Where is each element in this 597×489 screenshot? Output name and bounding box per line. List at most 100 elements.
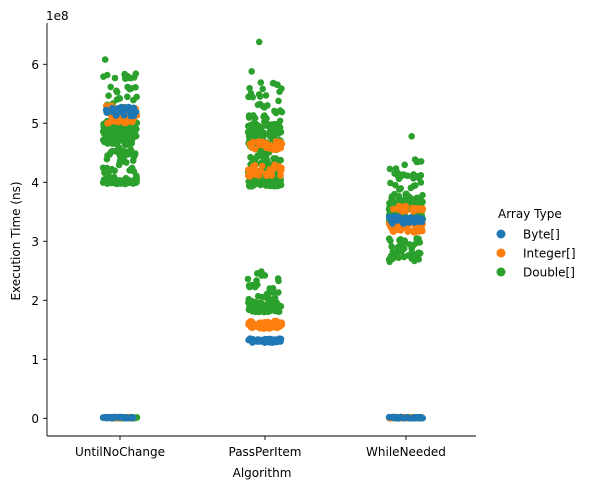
data-point [418, 414, 426, 422]
data-point [406, 217, 414, 224]
data-point [276, 144, 284, 152]
data-point [120, 112, 128, 119]
data-point [254, 101, 262, 109]
data-point [275, 180, 283, 187]
data-point [247, 153, 254, 161]
data-point [394, 251, 401, 258]
data-point [116, 95, 124, 102]
data-point [115, 177, 123, 184]
data-point [254, 139, 262, 147]
data-point [396, 186, 403, 193]
data-point [276, 139, 284, 147]
data-point [394, 217, 401, 224]
data-point [122, 174, 130, 182]
data-point [130, 96, 137, 104]
data-point [247, 90, 255, 97]
data-point [121, 414, 128, 421]
data-point [105, 136, 112, 144]
data-point [108, 165, 116, 173]
data-point [268, 172, 276, 179]
y-axis: 0 1 2 3 4 5 6 [31, 23, 48, 436]
data-point [257, 79, 265, 86]
data-point [245, 295, 253, 303]
data-point [270, 128, 278, 136]
y-tick-label: 4 [31, 176, 39, 190]
data-point [387, 179, 394, 187]
data-point [101, 56, 109, 63]
data-point [114, 110, 121, 118]
data-point [126, 117, 134, 125]
data-point [401, 171, 408, 179]
data-point [130, 74, 138, 81]
data-point [113, 87, 120, 95]
x-tick-label: UntilNoChange [75, 445, 165, 459]
data-point [271, 122, 278, 129]
data-point [99, 164, 107, 172]
data-point [249, 138, 257, 146]
data-point [266, 182, 274, 190]
x-axis-label: Algorithm [233, 466, 292, 480]
data-point [264, 291, 272, 299]
data-point [412, 182, 419, 189]
data-point [266, 286, 274, 294]
data-point [246, 283, 253, 291]
data-point [276, 107, 284, 114]
y-tick-label: 1 [31, 353, 39, 367]
data-point [266, 141, 274, 149]
legend: Array Type Byte[] Integer[] Double[] [496, 207, 576, 280]
data-point [250, 337, 258, 344]
data-point [391, 414, 399, 422]
data-point [263, 324, 270, 331]
data-point [128, 125, 136, 132]
data-point [277, 172, 284, 179]
data-point [250, 112, 257, 119]
data-point [245, 122, 252, 130]
data-point [132, 84, 139, 91]
data-point [264, 308, 272, 316]
data-point [275, 277, 282, 285]
data-point [262, 92, 270, 99]
data-point [248, 169, 256, 176]
series-byte [99, 103, 427, 422]
data-point [399, 208, 406, 215]
data-point [256, 308, 264, 315]
data-point [400, 253, 408, 261]
data-points [99, 38, 427, 422]
data-point [260, 113, 267, 120]
data-point [124, 93, 131, 101]
y-multiplier-label: 1e8 [46, 9, 69, 23]
data-point [257, 181, 264, 189]
data-point [415, 235, 422, 243]
data-point [268, 337, 276, 345]
data-point [405, 193, 413, 200]
data-point [412, 214, 420, 222]
data-point [392, 181, 399, 189]
y-tick-label: 2 [31, 294, 39, 308]
data-point [385, 213, 393, 221]
data-point [257, 150, 264, 158]
data-point [116, 105, 123, 112]
data-point [113, 127, 121, 134]
data-point [275, 97, 282, 105]
data-point [266, 166, 274, 173]
data-point [123, 159, 130, 166]
data-point [417, 179, 425, 186]
y-axis-label: Execution Time (ns) [9, 181, 23, 300]
data-point [395, 193, 403, 200]
data-point [250, 320, 258, 328]
data-point [251, 145, 259, 153]
data-point [111, 74, 119, 82]
legend-label: Byte[] [523, 228, 560, 242]
data-point [406, 241, 413, 248]
data-point [259, 162, 266, 170]
data-point [270, 319, 277, 327]
data-point [387, 237, 394, 245]
data-point [104, 171, 112, 179]
data-point [412, 205, 420, 212]
data-point [245, 321, 252, 328]
data-point [261, 104, 268, 111]
x-tick-label: WhileNeeded [366, 445, 446, 459]
legend-marker [496, 267, 506, 277]
data-point [246, 84, 253, 92]
